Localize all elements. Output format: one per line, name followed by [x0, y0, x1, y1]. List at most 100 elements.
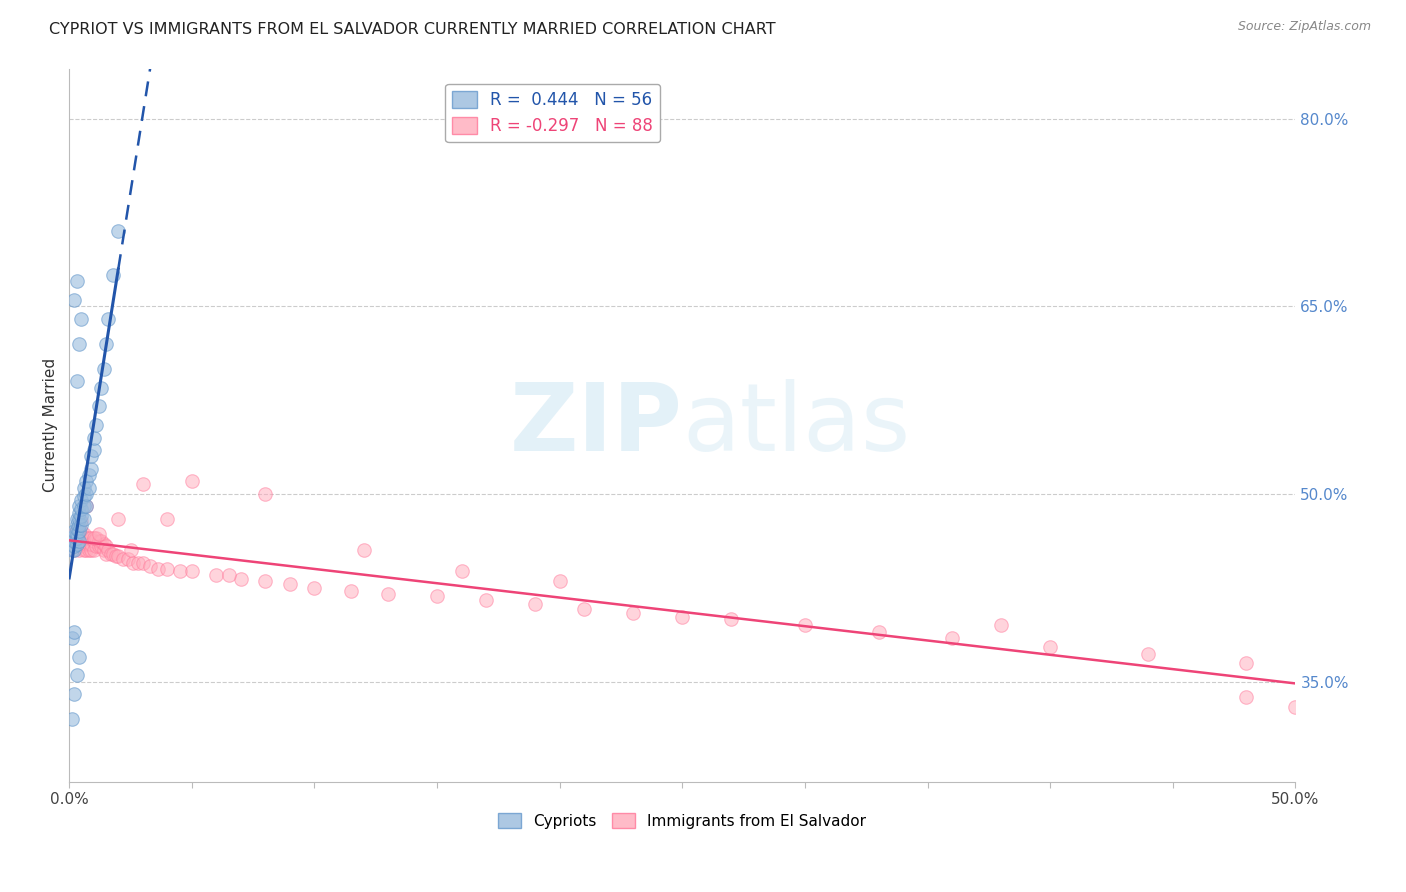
Point	[75, 500, 97, 514]
Point	[65, 540, 87, 554]
Point	[63, 624, 86, 639]
Point	[103, 268, 125, 282]
Point	[73, 527, 96, 541]
Point	[67, 506, 90, 520]
Point	[1234, 656, 1257, 670]
Point	[107, 512, 129, 526]
Point	[87, 534, 110, 549]
Point	[169, 565, 191, 579]
Point	[84, 531, 107, 545]
Point	[63, 524, 86, 539]
Point	[63, 534, 86, 549]
Point	[65, 512, 87, 526]
Point	[70, 502, 93, 516]
Point	[524, 597, 547, 611]
Point	[426, 590, 449, 604]
Point	[218, 568, 240, 582]
Point	[63, 543, 86, 558]
Point	[156, 562, 179, 576]
Point	[720, 612, 742, 626]
Point	[97, 543, 120, 558]
Point	[65, 522, 87, 536]
Point	[65, 524, 87, 539]
Point	[80, 450, 103, 464]
Point	[117, 552, 139, 566]
Point	[475, 593, 498, 607]
Text: atlas: atlas	[682, 379, 911, 471]
Point	[63, 687, 86, 701]
Point	[70, 540, 93, 554]
Point	[83, 531, 105, 545]
Point	[70, 533, 93, 548]
Point	[87, 527, 110, 541]
Point	[75, 475, 97, 489]
Point	[132, 556, 155, 570]
Point	[990, 618, 1012, 632]
Point	[77, 468, 100, 483]
Point	[103, 547, 125, 561]
Point	[77, 537, 100, 551]
Point	[65, 527, 87, 541]
Point	[353, 543, 375, 558]
Point	[90, 534, 112, 549]
Point	[450, 565, 472, 579]
Point	[65, 531, 87, 545]
Point	[63, 529, 86, 543]
Point	[304, 581, 326, 595]
Point	[340, 584, 363, 599]
Point	[83, 543, 105, 558]
Point	[80, 537, 103, 551]
Point	[75, 487, 97, 501]
Point	[67, 534, 90, 549]
Point	[73, 481, 96, 495]
Point	[63, 543, 86, 558]
Point	[146, 562, 169, 576]
Point	[80, 462, 103, 476]
Point	[84, 418, 107, 433]
Point	[87, 400, 110, 414]
Point	[127, 556, 149, 570]
Point	[1039, 640, 1062, 654]
Point	[75, 531, 97, 545]
Point	[73, 490, 96, 504]
Point	[60, 537, 83, 551]
Point	[60, 712, 83, 726]
Point	[75, 537, 97, 551]
Point	[574, 602, 596, 616]
Point	[180, 475, 202, 489]
Point	[94, 336, 117, 351]
Point	[1137, 647, 1160, 661]
Point	[65, 374, 87, 388]
Point	[205, 568, 228, 582]
Point	[60, 543, 83, 558]
Point	[93, 537, 115, 551]
Point	[65, 516, 87, 531]
Point	[90, 540, 112, 554]
Point	[93, 543, 115, 558]
Point	[868, 624, 890, 639]
Point	[94, 547, 117, 561]
Point	[65, 274, 87, 288]
Point	[73, 512, 96, 526]
Point	[93, 361, 115, 376]
Point	[139, 559, 162, 574]
Point	[67, 518, 90, 533]
Point	[67, 500, 90, 514]
Point	[83, 443, 105, 458]
Legend: Cypriots, Immigrants from El Salvador: Cypriots, Immigrants from El Salvador	[492, 806, 872, 835]
Point	[67, 649, 90, 664]
Point	[67, 336, 90, 351]
Point	[94, 540, 117, 554]
Point	[104, 549, 127, 564]
Point	[90, 380, 112, 394]
Point	[70, 509, 93, 524]
Point	[60, 531, 83, 545]
Point	[794, 618, 817, 632]
Point	[73, 500, 96, 514]
Point	[67, 512, 90, 526]
Point	[67, 527, 90, 541]
Point	[67, 543, 90, 558]
Point	[107, 549, 129, 564]
Point	[621, 606, 644, 620]
Point	[377, 587, 399, 601]
